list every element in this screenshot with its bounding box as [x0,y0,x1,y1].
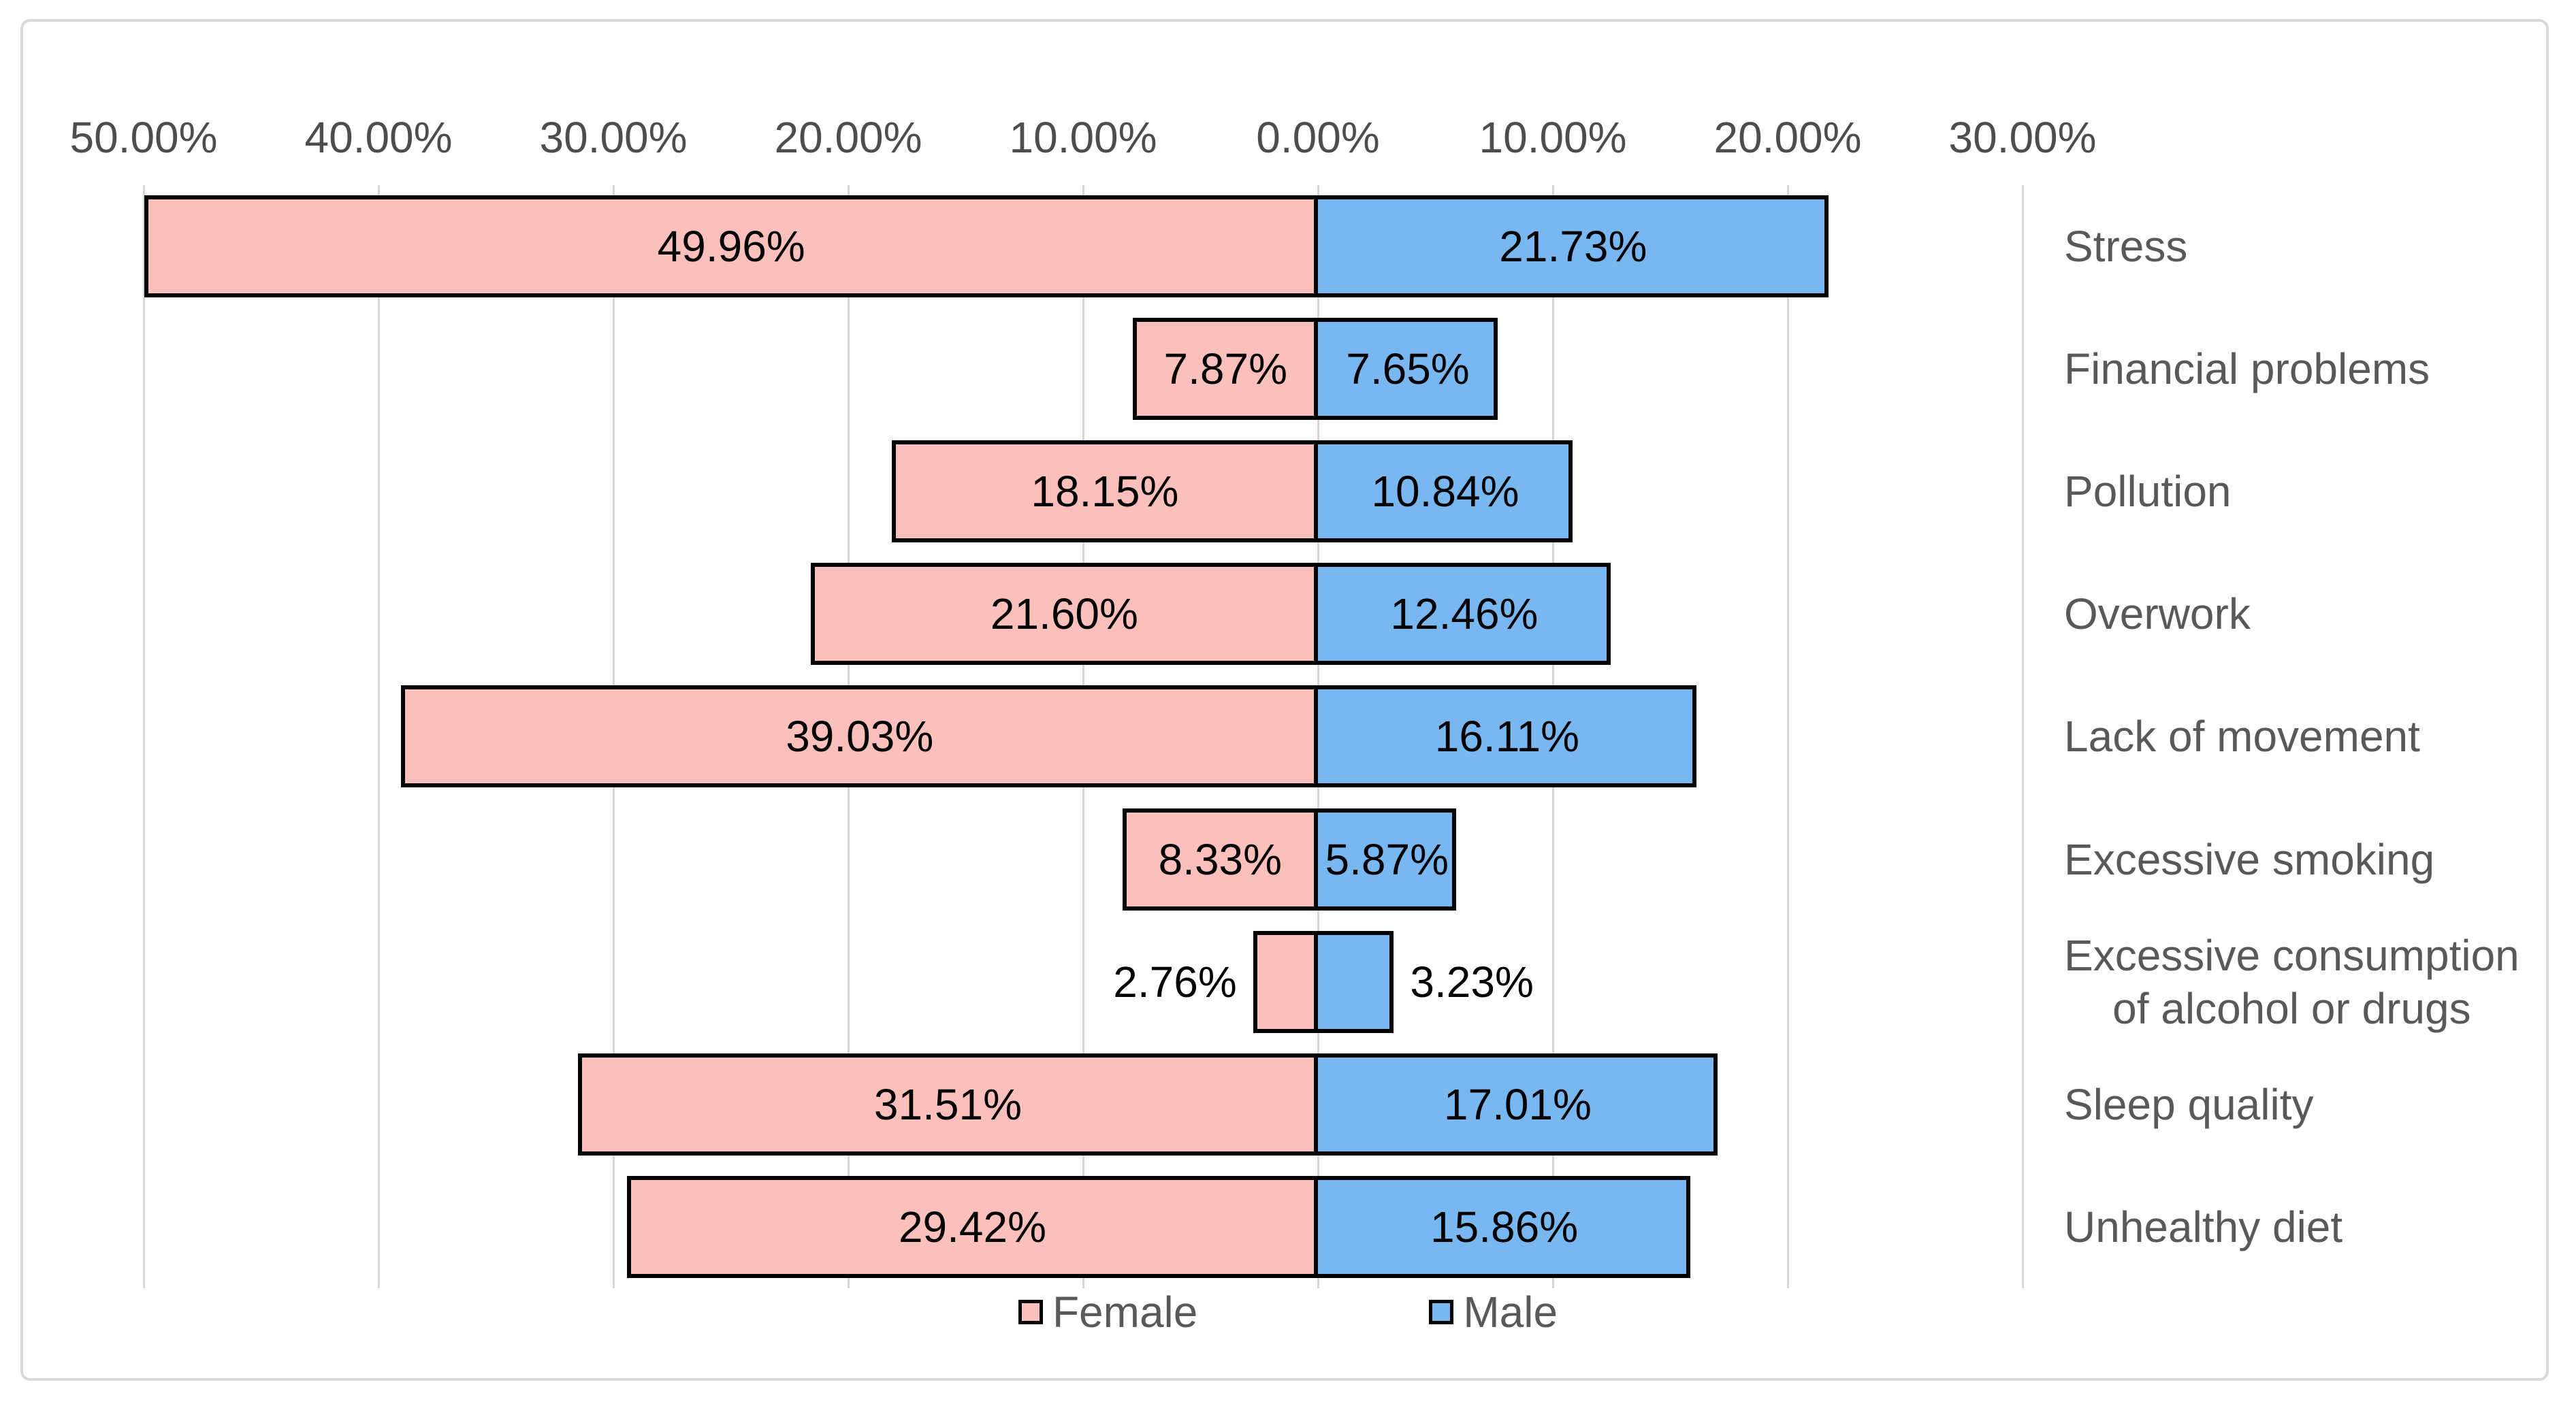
x-axis-tick-label: 50.00% [69,113,218,162]
female-value-label: 29.42% [898,1202,1047,1251]
category-label: Overwork [2064,553,2251,675]
category-label-text: Financial problems [2064,344,2430,394]
category-label: Lack of movement [2064,675,2420,798]
legend-item-female: Female [1018,1290,1197,1334]
female-value-label: 49.96% [657,222,805,271]
female-bar [891,440,1318,543]
male-value-label: 17.01% [1443,1079,1592,1129]
female-value-label: 7.87% [1163,344,1287,394]
legend: Female Male [0,1290,2576,1334]
gridline [377,185,380,1288]
category-label-text: Lack of movement [2064,712,2420,762]
x-axis-tick-label: 20.00% [774,113,922,162]
category-label: Unhealthy diet [2064,1166,2342,1288]
female-value-label: 18.15% [1031,467,1179,517]
category-label-text: Sleep quality [2064,1079,2314,1129]
category-label: Excessive smoking [2064,798,2434,921]
legend-label-male: Male [1463,1288,1558,1337]
male-value-label: 16.11% [1434,712,1580,762]
male-bar [1314,195,1829,297]
category-label-text: Overwork [2064,589,2251,639]
x-axis-tick-label: 30.00% [1948,113,2097,162]
male-value-label: 3.23% [1410,957,1534,1006]
category-label-text: Excessive smoking [2064,834,2435,884]
female-bar [1133,318,1318,421]
gridline [2021,185,2024,1288]
category-label-text: Unhealthy diet [2064,1202,2343,1251]
female-bar [810,563,1318,666]
x-axis-tick-label: 0.00% [1256,113,1380,162]
male-bar [1314,685,1696,788]
x-axis-tick-label: 10.00% [1479,113,1627,162]
male-value-label: 21.73% [1499,222,1647,271]
category-label-text: Excessive consumption of alcohol or drug… [2064,930,2519,1033]
male-value-label: 12.46% [1390,589,1539,639]
category-label: Sleep quality [2064,1043,2313,1166]
male-bar [1314,808,1456,911]
x-axis-tick-label: 10.00% [1009,113,1157,162]
category-label: Excessive consumption of alcohol or drug… [2064,921,2519,1043]
female-bar [577,1053,1318,1156]
female-value-label: 2.76% [1113,957,1237,1006]
female-value-label: 39.03% [786,712,934,762]
male-bar [1314,1175,1691,1278]
male-value-label: 10.84% [1371,467,1519,517]
female-bar [627,1175,1318,1278]
male-bar [1314,318,1498,421]
x-axis-tick-label: 30.00% [539,113,688,162]
legend-label-female: Female [1052,1288,1198,1337]
x-axis-tick-label: 20.00% [1713,113,1862,162]
category-label: Financial problems [2064,308,2430,430]
female-value-label: 21.60% [990,589,1138,639]
female-bar [1122,808,1318,911]
male-value-label: 5.87% [1325,834,1449,884]
male-value-label: 15.86% [1430,1202,1579,1251]
male-swatch-icon [1429,1300,1454,1324]
gridline [1786,185,1789,1288]
category-label-text: Stress [2064,222,2188,272]
male-value-label: 7.65% [1346,344,1470,394]
female-bar [401,685,1318,788]
category-label-text: Pollution [2064,467,2232,517]
gridline [142,185,145,1288]
female-swatch-icon [1018,1300,1043,1324]
category-label: Pollution [2064,430,2232,553]
female-value-label: 8.33% [1158,834,1283,884]
legend-item-male: Male [1429,1290,1558,1334]
male-bar [1314,930,1394,1033]
male-bar [1314,1053,1718,1156]
female-bar [1253,930,1318,1033]
male-bar [1314,440,1573,543]
female-value-label: 31.51% [873,1079,1022,1129]
category-label: Stress [2064,185,2187,308]
male-bar [1314,563,1611,666]
x-axis-tick-label: 40.00% [304,113,453,162]
